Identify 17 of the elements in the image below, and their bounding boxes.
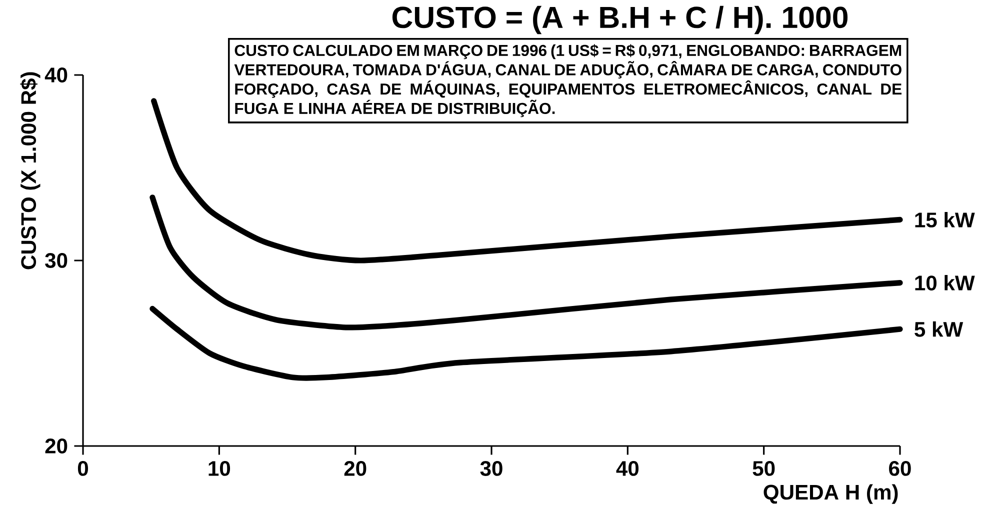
series-label: 15 kW [915, 212, 975, 228]
chart-title: CUSTO = (A + B.H + C / H). 1000 [392, 6, 848, 34]
y-tick-label: 40 [44, 68, 68, 83]
x-tick-label: 0 [78, 461, 88, 476]
x-tick-label: 10 [208, 461, 230, 476]
x-tick-label: 30 [480, 461, 502, 476]
x-tick-label: 50 [752, 461, 775, 476]
y-tick-label: 20 [45, 438, 68, 454]
annotation: CUSTO CALCULADO EM MARÇO DE 1996 (1 US$ = R$ 0,971, ENGLOBANDO: BARRAGEM VERTEDOURA, TOMADA D'ÁGUA, CANAL DE ADUÇÃO, CÂMARA DE CARGA, CONDUTO FORÇADO, CASA DE MÁQUINAS, EQUIPAMENTOS ELETROMECÂNICOS, CANAL DE FUGA E LINHA AÉREA DE DISTRIBUIÇÃO. [234, 44, 902, 118]
y-axis-title: CUSTO (X 1.000 R$) [20, 72, 40, 270]
series-label: 5 kW [914, 322, 964, 338]
y-tick-label: 30 [45, 253, 68, 268]
x-tick-label: 40 [616, 461, 639, 476]
x-tick-label: 60 [889, 461, 911, 476]
x-tick-label: 20 [344, 461, 366, 476]
series-label: 10 kW [915, 275, 975, 291]
x-axis-title: QUEDA H (m) [764, 484, 898, 504]
